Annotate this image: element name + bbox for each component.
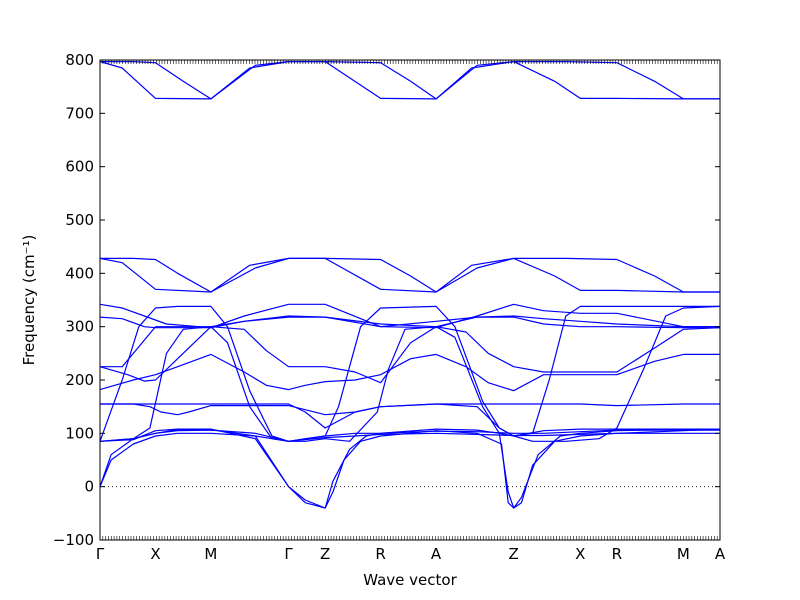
y-axis-ticks: −100 0 100 200 300 400 500 600 700 800 bbox=[53, 51, 720, 549]
x-tick-label: X bbox=[150, 545, 160, 563]
x-axis-label: Wave vector bbox=[363, 571, 457, 589]
band-line-14 bbox=[99, 257, 720, 293]
plot-frame bbox=[99, 59, 721, 541]
band-line-16 bbox=[99, 60, 720, 100]
x-tick-label: M bbox=[204, 545, 217, 563]
y-tick-label: 700 bbox=[65, 104, 94, 122]
y-axis-label: Frequency (cm⁻¹) bbox=[20, 235, 38, 366]
band-line-13 bbox=[99, 303, 720, 329]
band-line-4 bbox=[99, 428, 720, 509]
band-line-5 bbox=[99, 305, 720, 442]
y-tick-label: 100 bbox=[65, 424, 94, 442]
band-line-1 bbox=[99, 432, 720, 487]
y-tick-label: 500 bbox=[65, 211, 94, 229]
x-tick-label: A bbox=[431, 545, 442, 563]
y-tick-label: 600 bbox=[65, 158, 94, 176]
band-line-17 bbox=[100, 60, 720, 100]
band-line-15 bbox=[100, 257, 720, 293]
y-tick-label: 300 bbox=[65, 318, 94, 336]
x-tick-label: Γ bbox=[96, 545, 105, 563]
band-line-12 bbox=[99, 315, 720, 329]
y-tick-label: −100 bbox=[53, 531, 94, 549]
y-tick-label: 0 bbox=[84, 478, 94, 496]
y-tick-label: 800 bbox=[65, 51, 94, 69]
x-tick-label: Z bbox=[320, 545, 330, 563]
x-tick-label: Γ bbox=[284, 545, 293, 563]
band-line-8 bbox=[100, 403, 720, 416]
x-tick-label: M bbox=[677, 545, 690, 563]
x-tick-label: R bbox=[375, 545, 385, 563]
x-tick-label: Z bbox=[509, 545, 519, 563]
series-lines bbox=[99, 60, 721, 509]
x-tick-label: R bbox=[612, 545, 622, 563]
band-line-10 bbox=[99, 326, 721, 384]
band-line-9 bbox=[99, 353, 720, 392]
band-line-2 bbox=[99, 429, 720, 487]
y-tick-label: 400 bbox=[65, 264, 94, 282]
y-tick-label: 200 bbox=[65, 371, 94, 389]
band-line-3 bbox=[99, 428, 721, 509]
band-line-11 bbox=[100, 316, 720, 368]
x-tick-label: X bbox=[575, 545, 585, 563]
x-tick-label: A bbox=[715, 545, 726, 563]
